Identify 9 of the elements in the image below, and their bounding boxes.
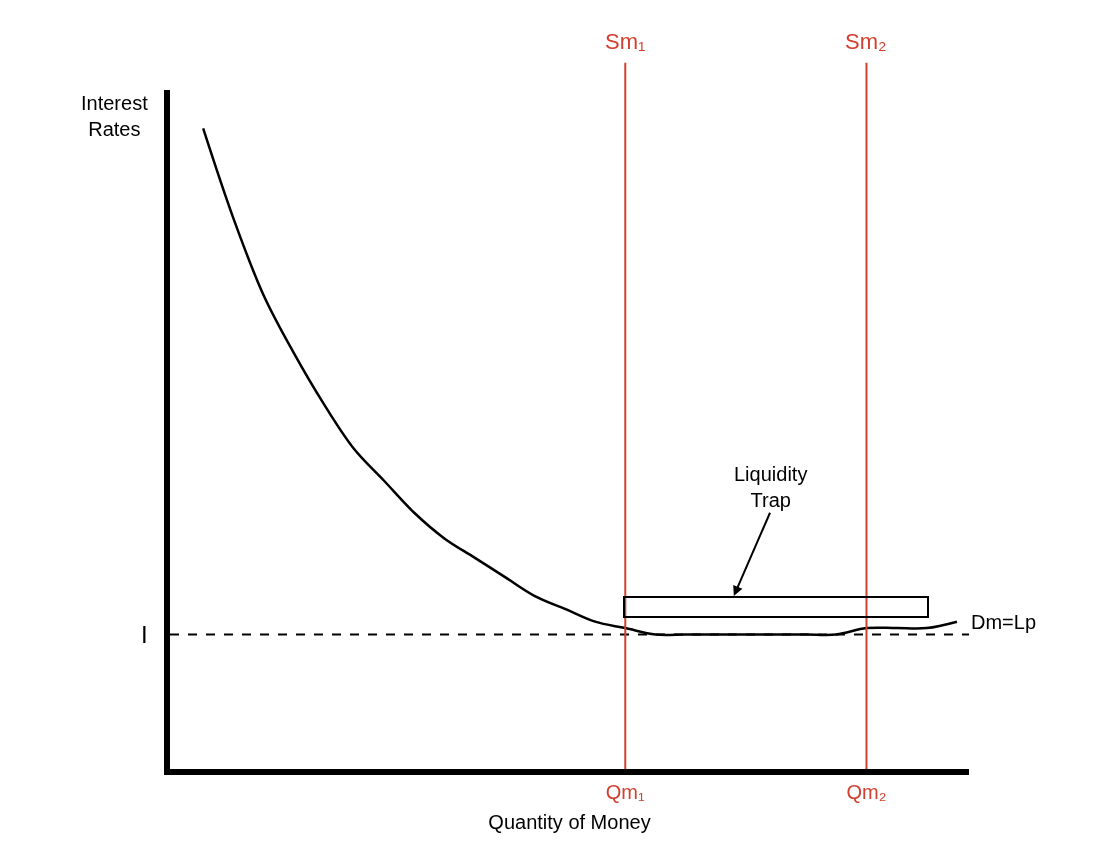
x-tick-label: Qm₂: [846, 781, 887, 803]
ref-line-label: Sm₂: [845, 29, 887, 54]
y-axis-title: Interest Rates: [81, 92, 149, 140]
x-axis-title: Quantity of Money: [488, 811, 651, 833]
annotation: Liquidity Trap: [734, 463, 808, 511]
ref-line-label: Sm₁: [605, 29, 646, 54]
series-label: Dm=Lp: [971, 611, 1037, 633]
ref-line-label: I: [141, 621, 148, 648]
x-tick-label: Qm₁: [605, 781, 646, 803]
